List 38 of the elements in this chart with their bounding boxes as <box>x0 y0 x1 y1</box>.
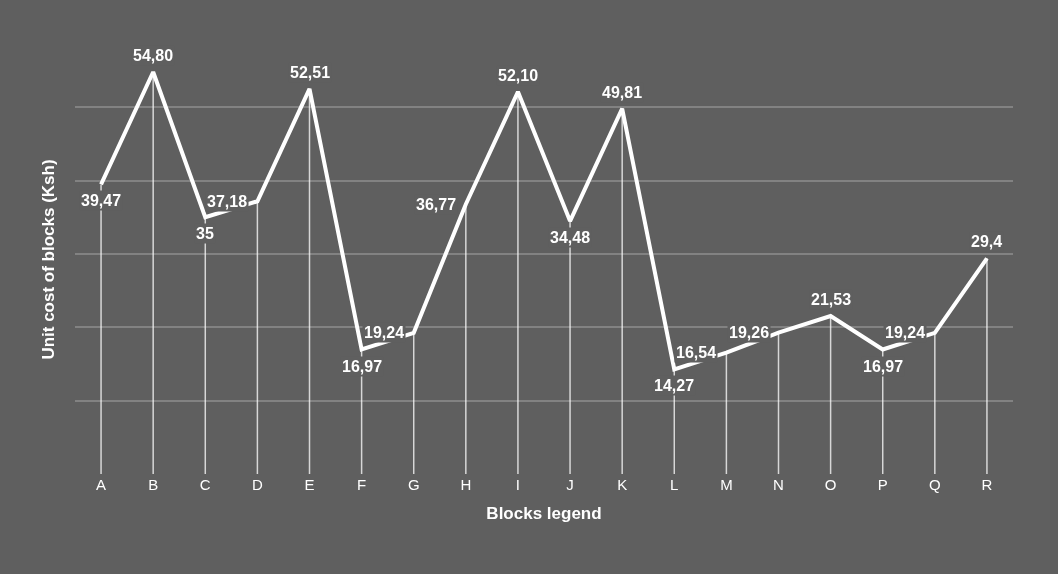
x-tick-label: A <box>96 476 107 493</box>
x-tick-label: N <box>773 476 784 493</box>
x-tick-label: I <box>515 476 521 493</box>
x-tick-label: J <box>566 476 574 493</box>
x-tick-label: Q <box>928 476 941 493</box>
data-label: 52,10 <box>498 67 539 84</box>
x-tick-label: K <box>617 476 628 493</box>
x-axis-title: Blocks legend <box>486 504 602 524</box>
data-label: 29,4 <box>971 233 1003 250</box>
x-tick-label: H <box>460 476 472 493</box>
y-axis-title: Unit cost of blocks (Ksh) <box>38 159 58 360</box>
x-tick-label: E <box>304 476 315 493</box>
data-label: 16,54 <box>676 344 717 361</box>
x-tick-label: R <box>981 476 993 493</box>
data-label: 34,48 <box>550 229 591 246</box>
data-label: 16,97 <box>342 358 383 375</box>
x-tick-label: C <box>199 476 211 493</box>
data-label: 19,24 <box>364 324 405 341</box>
data-label: 16,97 <box>863 358 904 375</box>
x-tick-label: O <box>824 476 837 493</box>
data-label: 49,81 <box>602 84 643 101</box>
data-label: 19,26 <box>729 324 770 341</box>
x-tick-label: B <box>148 476 159 493</box>
data-label: 36,77 <box>416 196 457 213</box>
data-label: 35 <box>196 225 214 242</box>
x-tick-label: D <box>251 476 263 493</box>
data-label: 52,51 <box>290 64 331 81</box>
data-label: 19,24 <box>885 324 926 341</box>
data-label: 39,47 <box>81 192 122 209</box>
data-label: 54,80 <box>133 47 174 64</box>
x-tick-label: M <box>720 476 733 493</box>
data-label: 14,27 <box>654 377 695 394</box>
data-label: 37,18 <box>207 193 248 210</box>
x-tick-label: P <box>877 476 888 493</box>
x-tick-label: G <box>407 476 420 493</box>
x-tick-label: F <box>357 476 367 493</box>
data-label: 21,53 <box>811 291 852 308</box>
x-tick-label: L <box>670 476 679 493</box>
